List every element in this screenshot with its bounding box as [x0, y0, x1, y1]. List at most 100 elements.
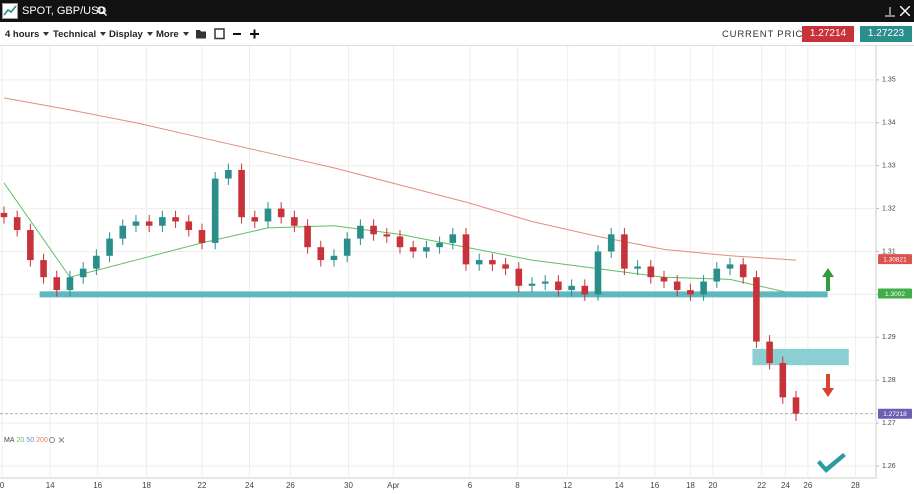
save-button[interactable] — [214, 28, 225, 40]
y-tick-label: 1.28 — [882, 377, 896, 384]
candle-body — [515, 268, 523, 286]
candle-body — [753, 277, 760, 342]
x-tick-label: 8 — [515, 481, 520, 490]
candle-body — [119, 225, 127, 239]
candle-body — [106, 238, 113, 256]
more-menu[interactable]: More — [156, 29, 189, 40]
x-tick-label: 26 — [286, 481, 295, 490]
y-tick-label: 1.35 — [882, 77, 896, 84]
x-tick-label: 28 — [851, 481, 860, 490]
checkmark — [817, 453, 846, 473]
candle-body — [634, 266, 641, 269]
candle-body — [594, 251, 602, 295]
candle-body — [726, 264, 734, 269]
candle-body — [343, 238, 351, 256]
minimize-button[interactable] — [885, 7, 895, 17]
chart: 1.351.341.331.321.311.301.291.281.271.26… — [0, 46, 912, 490]
candle-body — [568, 285, 575, 291]
candle-body — [660, 277, 668, 282]
candle-body — [264, 208, 272, 222]
x-tick-label: 22 — [198, 481, 207, 490]
candle-body — [528, 283, 536, 286]
y-tick-label: 1.34 — [882, 120, 896, 127]
search-icon[interactable] — [97, 6, 107, 16]
x-tick-label: 18 — [142, 481, 151, 490]
moving-average-line — [3, 97, 797, 261]
candle-body — [607, 234, 615, 252]
price-tag — [878, 408, 912, 419]
candle-body — [172, 217, 179, 222]
candle-body — [185, 221, 193, 231]
bid-price[interactable]: 1.27214 — [802, 26, 854, 42]
candle-body — [317, 247, 325, 261]
title-bar: SPOT, GBP/USD — [0, 0, 914, 22]
display-menu[interactable]: Display — [109, 29, 153, 40]
price-zone — [752, 348, 849, 366]
candle-body — [739, 264, 747, 278]
up-arrow — [822, 268, 834, 291]
candle-body — [383, 234, 391, 237]
price-tag — [878, 254, 912, 265]
candle-body — [449, 234, 457, 243]
y-tick-label: 1.33 — [882, 163, 896, 170]
candle-body — [304, 225, 311, 248]
candle-body — [145, 221, 153, 226]
candle-body — [700, 281, 707, 295]
candle-body — [211, 178, 219, 243]
x-tick-label: 14 — [46, 481, 55, 490]
settings-icon[interactable] — [49, 437, 55, 443]
toolbar-icons — [196, 28, 259, 40]
candle-body — [541, 281, 549, 284]
candle-body — [291, 217, 298, 226]
candle-body — [40, 260, 47, 278]
candle-body — [13, 217, 21, 231]
candle-body — [330, 255, 338, 261]
candle-body — [198, 230, 206, 243]
interval-menu[interactable]: 4 hours — [5, 29, 50, 40]
x-tick-label: 0 — [0, 481, 5, 490]
close-button[interactable] — [900, 6, 910, 16]
candle-body — [766, 341, 773, 364]
candle-body — [159, 217, 166, 226]
y-tick-label: 1.26 — [882, 463, 896, 470]
annotations — [817, 268, 846, 473]
candle-body — [489, 260, 496, 265]
candle-body — [409, 247, 417, 252]
candle-body — [251, 217, 259, 222]
candle-body — [687, 290, 694, 295]
remove-icon[interactable] — [58, 437, 65, 443]
y-tick-label: 1.32 — [882, 205, 896, 212]
x-tick-label: 22 — [757, 481, 766, 490]
y-tick-label: 1.29 — [882, 334, 896, 341]
candle-body — [93, 255, 100, 269]
ask-price[interactable]: 1.27223 — [860, 26, 912, 42]
candle-body — [423, 247, 430, 252]
open-button[interactable] — [196, 30, 206, 39]
y-tick-label: 1.31 — [882, 248, 896, 255]
technical-menu[interactable]: Technical — [53, 29, 107, 40]
price-tag — [878, 288, 912, 299]
x-tick-label: 6 — [468, 481, 473, 490]
candle-body — [621, 234, 628, 269]
candle-body — [225, 169, 232, 179]
y-tick-label: 1.27 — [882, 420, 896, 427]
x-tick-label: Apr — [387, 481, 400, 490]
legend-text: MA — [4, 437, 15, 444]
grid — [0, 46, 876, 478]
x-tick-label: 24 — [245, 481, 254, 490]
candle-body — [238, 169, 245, 218]
candle-body — [436, 242, 443, 248]
x-tick-label: 24 — [781, 481, 790, 490]
legend-text: 20 — [17, 437, 25, 444]
legend-text: 50 — [26, 437, 34, 444]
x-tick-label: 26 — [803, 481, 812, 490]
candle-body — [502, 264, 509, 269]
candle-body — [357, 225, 364, 239]
candle-body — [673, 281, 681, 291]
window-title: SPOT, GBP/USD — [22, 5, 107, 17]
candle-body — [0, 212, 8, 218]
x-tick-label: 16 — [650, 481, 659, 490]
zoom-in-button[interactable] — [250, 29, 259, 39]
menu-label: More — [156, 29, 179, 40]
candle-body — [277, 208, 285, 218]
